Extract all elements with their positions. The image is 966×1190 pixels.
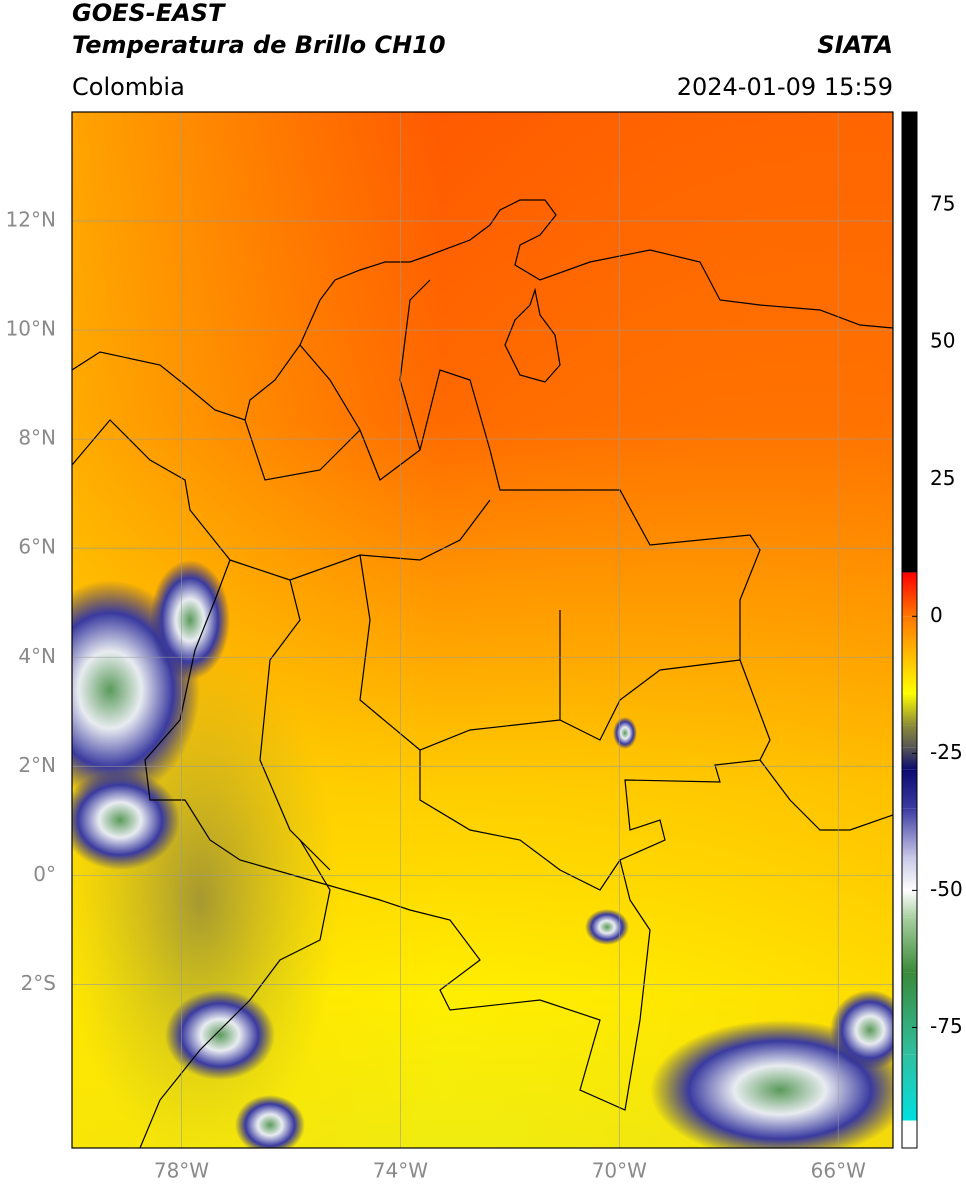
colorbar-frame [901,111,918,1149]
colorbar-segment [902,112,917,573]
colorbar-tick-label: -75 [930,1014,963,1038]
cloud [830,990,893,1070]
timestamp: 2024-01-09 15:59 [677,73,893,101]
y-tick-label: 12°N [6,208,56,232]
colorbar-segment [902,917,917,973]
cloud [165,990,275,1080]
colorbar-segment [902,1054,917,1121]
colorbar-tick-label: 0 [930,603,943,627]
y-tick-label: 8°N [18,426,56,450]
colorbar-segment [902,769,917,809]
y-tick-label: 2°N [18,753,56,777]
x-tick-label: 66°W [811,1159,866,1183]
colorbar-segment [902,1120,917,1148]
colorbar-tick-label: 50 [930,329,955,353]
colorbar-segment [902,725,917,748]
map-image [72,112,893,1148]
lake [504,287,561,383]
colorbar-tick-label: -25 [930,740,963,764]
colorbar-segment [902,693,917,726]
cloud [650,1020,893,1148]
cloud [235,1095,305,1148]
x-tick-label: 70°W [592,1159,647,1183]
y-tick-label: 2°S [21,971,56,995]
cloud [72,770,180,870]
colorbar-segment [902,890,917,918]
region: Colombia [72,73,185,101]
map-frame [71,111,894,1149]
border [559,610,741,741]
x-tick-label: 78°W [154,1159,209,1183]
colorbar-segment [902,616,917,694]
colorbar-segment [902,808,917,858]
x-tick-label: 74°W [373,1159,428,1183]
border [72,419,893,1111]
cloud [585,909,629,945]
colorbar-tick-label: 25 [930,466,955,490]
y-tick-label: 10°N [6,317,56,341]
colorbar-tick-label: -50 [930,877,963,901]
coastline [72,199,893,421]
colorbar-segment [902,747,917,770]
source: SIATA [817,31,893,59]
border [244,279,491,481]
y-tick-label: 6°N [18,535,56,559]
colorbar-segment [902,857,917,891]
subtitle: Temperatura de Brillo CH10 [72,31,446,59]
colorbar-segment [902,972,917,1055]
border [489,449,771,761]
border [229,499,621,891]
cloud [150,560,230,680]
y-tick-label: 4°N [18,644,56,668]
colorbar-tick-label: 75 [930,192,955,216]
title: GOES-EAST [72,0,226,27]
cloud [613,717,637,749]
colorbar-segment [902,572,917,617]
border [139,839,331,1148]
y-tick-label: 0° [33,862,56,886]
